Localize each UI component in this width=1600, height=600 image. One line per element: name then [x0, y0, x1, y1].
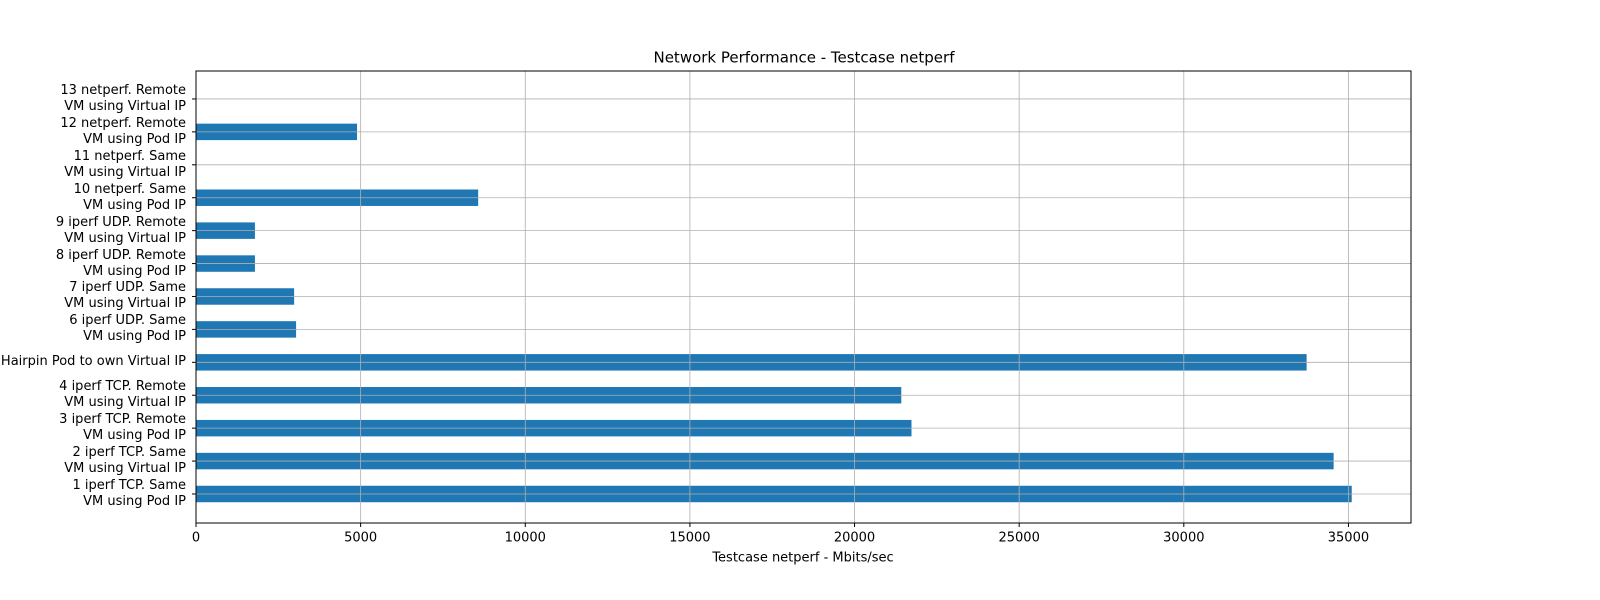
- plot-frame: [195, 70, 1412, 524]
- y-tick-label: 8 iperf UDP. Remote VM using Pod IP: [55, 247, 186, 279]
- x-tick-label: 0: [192, 531, 200, 546]
- y-tick-label: 6 iperf UDP. Same VM using Pod IP: [69, 313, 186, 345]
- y-tick-label: 5 Hairpin Pod to own Virtual IP: [0, 354, 186, 370]
- x-tick-label: 5000: [344, 531, 377, 546]
- chart-title: Network Performance - Testcase netperf: [653, 49, 955, 67]
- y-tick-label: 3 iperf TCP. Remote VM using Pod IP: [59, 412, 186, 444]
- x-axis-label: Testcase netperf - Mbits/sec: [711, 551, 893, 566]
- y-tick-label: 2 iperf TCP. Same VM using Virtual IP: [64, 445, 186, 477]
- y-tick-label: 7 iperf UDP. Same VM using Virtual IP: [64, 280, 186, 312]
- x-tick-label: 10000: [505, 531, 546, 546]
- y-tick-label: 11 netperf. Same VM using Virtual IP: [64, 148, 186, 180]
- y-tick-label: 9 iperf UDP. Remote VM using Virtual IP: [55, 214, 186, 246]
- y-tick-label: 13 netperf. Remote VM using Virtual IP: [60, 82, 186, 114]
- x-tick-label: 15000: [669, 531, 710, 546]
- y-tick-label: 12 netperf. Remote VM using Pod IP: [60, 115, 186, 147]
- x-tick-label: 35000: [1328, 531, 1369, 546]
- x-tick-label: 25000: [998, 531, 1039, 546]
- y-tick-label: 10 netperf. Same VM using Pod IP: [73, 181, 186, 213]
- y-tick-label: 4 iperf TCP. Remote VM using Virtual IP: [59, 379, 186, 411]
- y-tick-label: 1 iperf TCP. Same VM using Pod IP: [72, 478, 186, 509]
- x-tick-label: 30000: [1163, 531, 1204, 546]
- x-tick-label: 20000: [834, 531, 875, 546]
